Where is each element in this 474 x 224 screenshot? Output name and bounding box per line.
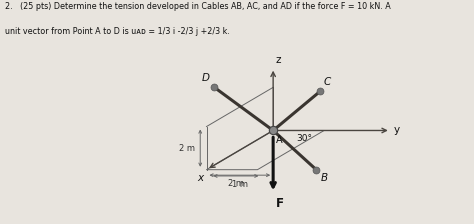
Text: 1 m: 1 m xyxy=(232,180,248,189)
Text: 2.   (25 pts) Determine the tension developed in Cables AB, AC, and AD if the fo: 2. (25 pts) Determine the tension develo… xyxy=(5,2,391,11)
Text: 2 m: 2 m xyxy=(228,179,244,188)
Text: D: D xyxy=(201,73,210,83)
Text: unit vector from Point A to D is uᴀᴅ = 1/3 i -2/3 j +2/3 k.: unit vector from Point A to D is uᴀᴅ = 1… xyxy=(5,27,229,36)
Text: x: x xyxy=(197,173,203,183)
Text: C: C xyxy=(323,77,330,87)
Text: z: z xyxy=(275,55,281,65)
Text: B: B xyxy=(321,173,328,183)
Text: 2 m: 2 m xyxy=(179,144,195,153)
Text: 30°: 30° xyxy=(297,134,313,143)
Text: y: y xyxy=(394,125,400,136)
Text: F: F xyxy=(276,197,284,210)
Text: A: A xyxy=(276,135,283,145)
